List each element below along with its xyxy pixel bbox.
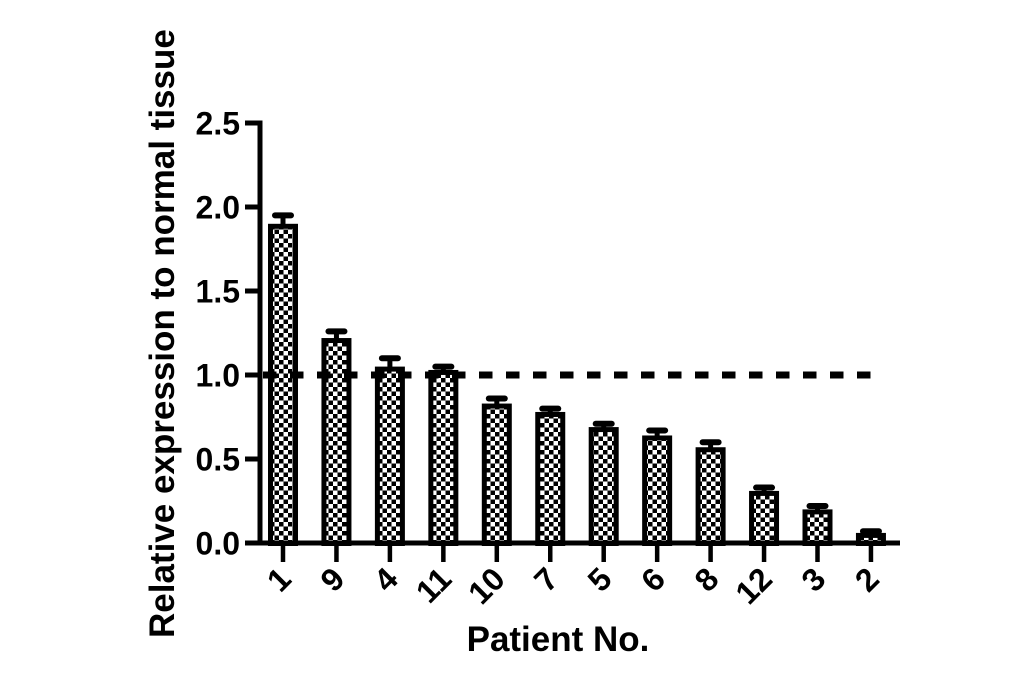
- x-tick-label: 2: [848, 560, 886, 598]
- y-tick-label: 2.0: [196, 190, 240, 226]
- bar-patient-4: [374, 366, 405, 546]
- plot-area: 0.0 0.5 1.0 1.5 2.0 2.5 1 9 4 11 10 7 5 6 8 12 3 2: [196, 106, 900, 611]
- y-tick-label: 0.0: [196, 526, 240, 562]
- x-tick-label: 8: [688, 560, 726, 598]
- x-axis-title: Patient No.: [466, 620, 650, 659]
- x-tick-label: 4: [367, 560, 405, 598]
- y-tick-label: 1.5: [196, 274, 240, 310]
- bar-patient-12: [749, 490, 780, 547]
- bar-patient-7: [535, 411, 566, 546]
- bar-patient-11: [428, 369, 459, 546]
- y-tick-label: 0.5: [196, 442, 240, 478]
- x-tick-label: 3: [794, 560, 832, 598]
- x-tick-label: 12: [728, 560, 779, 611]
- x-tick-label: 7: [527, 560, 565, 598]
- bar-patient-5: [588, 427, 619, 546]
- x-tick-label: 11: [409, 560, 458, 609]
- x-tick-label: 1: [260, 560, 298, 598]
- x-tick-label: 9: [313, 560, 351, 598]
- x-tick-label: 5: [581, 560, 619, 598]
- bar-patient-6: [642, 435, 673, 547]
- bar-patient-8: [695, 447, 726, 546]
- bar-patient-9: [321, 338, 352, 547]
- x-tick-label: 6: [634, 560, 672, 598]
- y-tick-label: 1.0: [196, 358, 240, 394]
- bar-patient-10: [481, 403, 512, 546]
- x-tick-label: 10: [461, 560, 512, 611]
- bar-patient-3: [802, 509, 833, 546]
- bar-patient-1: [268, 223, 298, 547]
- y-tick-label: 2.5: [196, 106, 240, 142]
